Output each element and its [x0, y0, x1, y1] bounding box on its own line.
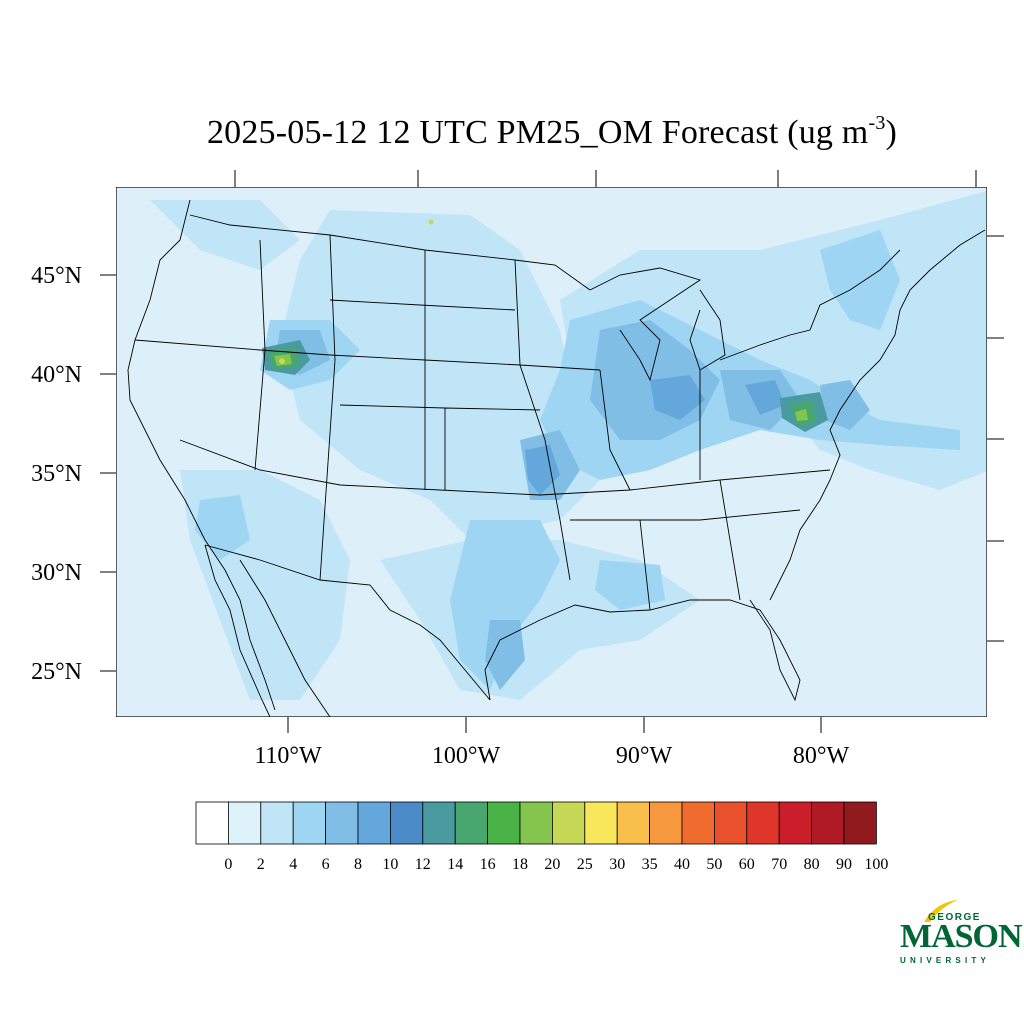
colorbar-label: 60 — [739, 856, 755, 873]
mexico-west-coast — [239, 559, 331, 717]
lon-label-110: 110°W — [254, 743, 322, 769]
colorbar-label: 12 — [415, 856, 431, 873]
coastline-west — [127, 199, 276, 711]
colorbar-swatch — [552, 801, 586, 845]
colorbar-swatch — [616, 801, 651, 845]
logo-line-1: GEORGE — [928, 912, 981, 923]
colorbar-label: 6 — [322, 856, 330, 873]
colorbar-swatch — [714, 801, 748, 845]
colorbar-swatch — [778, 801, 813, 845]
lat-label-30: 30°N — [31, 560, 82, 586]
us-mexico-border — [204, 544, 491, 701]
map-title: 2025-05-12 12 UTC PM25_OM Forecast (ug m… — [0, 112, 1024, 152]
colorbar-swatch — [454, 801, 489, 845]
colorbar-swatch — [195, 801, 229, 845]
lat-label-40: 40°N — [31, 362, 82, 388]
colorbar-swatch — [389, 801, 424, 845]
gmu-logo: GEORGE MASON UNIVERSITY — [898, 898, 1023, 968]
colorbar-swatch — [746, 801, 780, 845]
state-lines-1 — [134, 234, 831, 581]
logo-line-2: MASON — [900, 918, 1023, 955]
colorbar-label: 20 — [544, 856, 560, 873]
logo-swoosh-icon — [924, 900, 958, 922]
logo-line-3: UNIVERSITY — [900, 956, 991, 965]
great-lakes — [589, 249, 901, 382]
colorbar-label: 4 — [289, 856, 297, 873]
colorbar-label: 40 — [674, 856, 690, 873]
colorbar-label: 25 — [577, 856, 593, 873]
title-text: 2025-05-12 12 UTC PM25_OM Forecast (ug m — [206, 114, 869, 151]
colorbar-label: 14 — [447, 856, 463, 873]
colorbar-swatch — [260, 801, 294, 845]
colorbar-swatch — [519, 801, 553, 845]
map-ticks — [100, 170, 1004, 733]
colorbar: 0 2 4 6 8 10 12 14 16 18 20 25 30 35 40 50 60 70 80 90 100 — [195, 801, 888, 873]
lon-label-90: 90°W — [616, 743, 673, 769]
colorbar-label: 10 — [382, 856, 398, 873]
colorbar-swatch — [357, 801, 391, 845]
boundaries — [127, 199, 986, 717]
colorbar-label: 100 — [864, 856, 888, 873]
latitude-labels: 45°N 40°N 35°N 30°N 25°N — [31, 263, 82, 685]
longitude-labels: 110°W 100°W 90°W 80°W — [254, 743, 849, 769]
lat-label-45: 45°N — [31, 263, 82, 289]
colorbar-label: 70 — [771, 856, 787, 873]
title-close: ) — [885, 114, 898, 151]
colorbar-swatch — [422, 801, 456, 845]
colorbar-swatch — [227, 801, 262, 845]
title-superscript: -3 — [868, 112, 886, 134]
colorbar-label: 8 — [354, 856, 362, 873]
colorbar-swatch — [487, 801, 521, 845]
colorbar-swatch — [649, 801, 683, 845]
baja-coast — [204, 544, 271, 717]
lat-label-25: 25°N — [31, 659, 82, 685]
colorbar-label: 90 — [836, 856, 852, 873]
colorbar-swatch — [584, 801, 618, 845]
map-panel — [116, 187, 987, 717]
colorbar-label: 30 — [609, 856, 625, 873]
colorbar-swatch — [681, 801, 715, 845]
colorbar-label: 16 — [480, 856, 496, 873]
east-coast — [769, 229, 986, 601]
concentration-field — [150, 190, 987, 700]
colorbar-swatch — [811, 801, 845, 845]
colorbar-label: 80 — [804, 856, 820, 873]
lat-label-35: 35°N — [31, 461, 82, 487]
colorbar-swatch — [325, 801, 359, 845]
colorbar-label: 50 — [706, 856, 722, 873]
colorbar-label: 2 — [257, 856, 265, 873]
lon-label-100: 100°W — [432, 743, 501, 769]
state-lines-2 — [329, 299, 801, 611]
colorbar-swatch — [843, 801, 877, 845]
colorbar-swatch — [292, 801, 327, 845]
lon-label-80: 80°W — [793, 743, 850, 769]
gulf-coast — [484, 599, 801, 702]
colorbar-label: 35 — [642, 856, 658, 873]
colorbar-label: 18 — [512, 856, 528, 873]
colorbar-label: 0 — [224, 856, 232, 873]
